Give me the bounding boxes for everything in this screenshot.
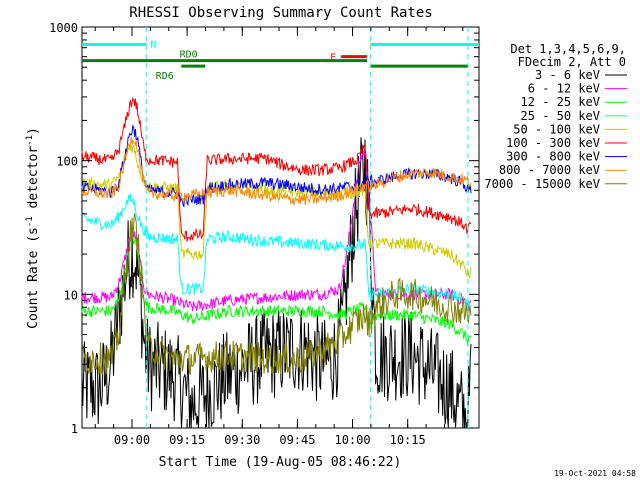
x-axis-ticks: 09:00 09:15 09:30 09:45 10:00 10:15 [94,27,464,447]
y-tick-label: 1000 [49,21,78,35]
y-axis-label-main: Count Rate (s [26,227,41,329]
legend-label: 12 - 25 keV [521,95,600,109]
series-line-5 [81,97,471,242]
legend: Det 1,3,4,5,6,9, FDecim 2, Att 0 3 - 6 k… [484,42,627,191]
y-axis-label-sup2: -1 [25,135,35,146]
flag-label-n: N [150,39,156,50]
series-line-7 [81,136,472,206]
x-tick-label: 09:30 [224,433,260,447]
flag-label-f: F [330,53,336,64]
x-tick-label: 10:15 [390,433,426,447]
x-tick-label: 09:45 [279,433,315,447]
legend-label: 800 - 7000 keV [499,163,600,177]
y-axis-label-mid: detector [26,146,41,217]
y-axis-label-sup: -1 [25,216,35,227]
legend-label: 100 - 300 keV [506,136,600,150]
x-tick-label: 10:00 [334,433,370,447]
series-line-1 [81,149,472,312]
legend-label: 300 - 800 keV [506,150,600,164]
x-axis-label: Start Time (19-Aug-05 08:46:22) [159,455,402,470]
attenuator-markers [145,27,469,428]
series-line-2 [81,233,472,346]
flag-label-rd6: RD6 [156,71,174,82]
timestamp: 19-Oct-2021 04:58 [554,469,636,478]
legend-label: 50 - 100 keV [513,122,600,136]
y-tick-label: 10 [64,288,78,302]
series-lines [81,97,472,429]
x-tick-label: 09:00 [114,433,150,447]
y-tick-label: 1 [71,422,78,436]
plot-frame [81,26,480,429]
mode-flags: N F RD0 RD6 [82,39,479,82]
plot-area: N F RD0 RD6 1 10 100 1000 09:00 09:15 09:30 09:45… [49,21,480,447]
y-axis-label: Count Rate (s-1 detector-1) [25,127,41,329]
y-axis-ticks: 1 10 100 1000 [49,21,479,436]
flag-label-rd0: RD0 [180,50,198,61]
y-tick-label: 100 [56,155,78,169]
legend-label: 3 - 6 keV [535,68,600,82]
series-line-3 [81,193,472,312]
y-axis-label-close: ) [26,127,41,135]
legend-label: 7000 - 15000 keV [484,177,600,191]
x-tick-label: 09:15 [169,433,205,447]
legend-header-2: FDecim 2, Att 0 [518,55,626,69]
legend-label: 25 - 50 keV [521,109,600,123]
legend-header-1: Det 1,3,4,5,6,9, [510,42,626,56]
legend-label: 6 - 12 keV [528,82,600,96]
series-line-0 [81,137,472,429]
chart-title: RHESSI Observing Summary Count Rates [129,5,432,21]
series-line-8 [81,213,472,375]
